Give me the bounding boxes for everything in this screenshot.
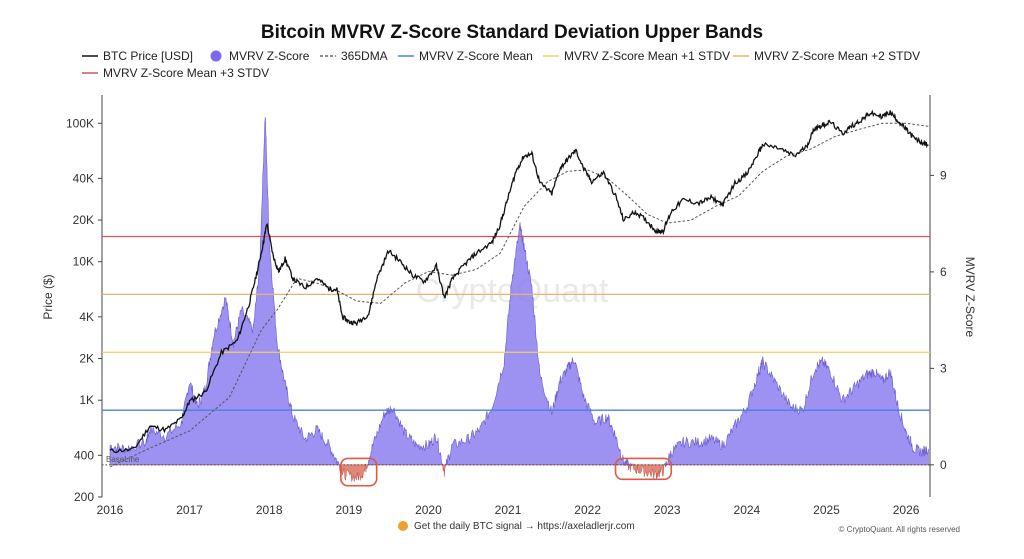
legend-item: MVRV Z-Score Mean +2 STDV (733, 49, 920, 63)
right-axis: 0 3 6 9 (930, 168, 947, 472)
legend-item: MVRV Z-Score (210, 49, 310, 63)
footer-signal-link[interactable]: Get the daily BTC signal → https://axela… (414, 521, 635, 532)
x-tick-label: 2016 (97, 503, 124, 517)
left-tick-label: 200 (74, 490, 94, 504)
right-tick-label: 6 (940, 265, 947, 279)
btc-price-line (109, 109, 929, 454)
x-tick-label: 2017 (176, 503, 203, 517)
left-tick-label: 100K (66, 116, 94, 130)
legend-label: MVRV Z-Score Mean +1 STDV (564, 49, 730, 63)
left-axis-label: Price ($) (41, 274, 55, 319)
mvrv-zscore-negative-area (110, 464, 929, 482)
baseline-label: BaseLine (106, 455, 140, 464)
x-axis: 2016 2017 2018 2019 2020 2021 2022 2023 2024 2025… (97, 503, 920, 517)
left-tick-label: 2K (79, 352, 94, 366)
bottom-zone-box-0 (340, 457, 378, 487)
left-tick-label: 4K (79, 310, 94, 324)
x-tick-label: 2024 (734, 503, 761, 517)
left-tick-label: 400 (74, 448, 94, 462)
mvrv-zscore-area (109, 117, 929, 466)
bottom-zone-box-1 (614, 457, 673, 481)
right-tick-label: 0 (940, 458, 947, 472)
right-tick-label: 9 (940, 168, 947, 182)
legend-item: 365DMA (320, 49, 388, 63)
legend-label: BTC Price [USD] (103, 49, 193, 63)
x-tick-label: 2022 (574, 503, 601, 517)
x-tick-label: 2019 (335, 503, 362, 517)
x-tick-label: 2026 (893, 503, 920, 517)
legend: BTC Price [USD] MVRV Z-Score 365DMA MVRV Z-… (82, 49, 920, 80)
legend-label: MVRV Z-Score (229, 49, 310, 63)
legend-label: MVRV Z-Score Mean (419, 49, 533, 63)
legend-item: MVRV Z-Score Mean +1 STDV (543, 49, 730, 63)
chart-title: Bitcoin MVRV Z-Score Standard Deviation … (261, 22, 763, 43)
legend-item: BTC Price [USD] (82, 49, 193, 63)
x-tick-label: 2021 (495, 503, 522, 517)
right-tick-label: 3 (940, 361, 947, 375)
copyright: © CryptoQuant. All rights reserved (839, 525, 961, 534)
right-axis-label: MVRV Z-Score (963, 257, 977, 338)
left-axis: 200 400 1K 2K 4K 10K 20K 40K 100K (66, 116, 102, 504)
plot-area: BaseLine (101, 95, 931, 497)
legend-item: MVRV Z-Score Mean (398, 49, 533, 63)
left-tick-label: 10K (73, 255, 94, 269)
left-tick-label: 1K (79, 393, 94, 407)
x-tick-label: 2020 (415, 503, 442, 517)
legend-label: 365DMA (341, 49, 388, 63)
left-tick-label: 20K (73, 213, 94, 227)
legend-label: MVRV Z-Score Mean +3 STDV (103, 66, 269, 80)
legend-swatch-dot (210, 50, 222, 62)
legend-item: MVRV Z-Score Mean +3 STDV (82, 66, 269, 80)
left-tick-label: 40K (73, 171, 94, 185)
footer-bitcoin-icon (398, 521, 408, 531)
x-tick-label: 2023 (654, 503, 681, 517)
x-tick-label: 2018 (256, 503, 283, 517)
x-tick-label: 2025 (813, 503, 840, 517)
legend-label: MVRV Z-Score Mean +2 STDV (754, 49, 920, 63)
